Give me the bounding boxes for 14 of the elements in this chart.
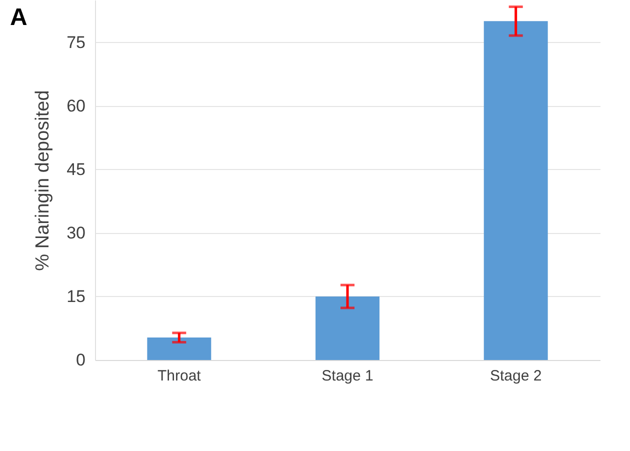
x-tick-label: Throat bbox=[157, 368, 202, 384]
x-tick-label: Stage 2 bbox=[490, 368, 542, 384]
y-axis-title: % Naringin deposited bbox=[32, 90, 54, 271]
y-tick-label: 45 bbox=[66, 160, 86, 179]
bar bbox=[316, 296, 380, 360]
y-tick-label: 30 bbox=[66, 223, 86, 242]
x-tick-label: Stage 1 bbox=[322, 368, 374, 384]
chart-title: A bbox=[10, 4, 28, 31]
bar bbox=[147, 338, 212, 360]
y-tick-label: 15 bbox=[66, 286, 86, 306]
y-tick-label: 75 bbox=[66, 32, 86, 52]
y-tick-label: 0 bbox=[76, 350, 86, 370]
y-tick-label: 60 bbox=[66, 96, 86, 116]
bar bbox=[484, 21, 548, 360]
